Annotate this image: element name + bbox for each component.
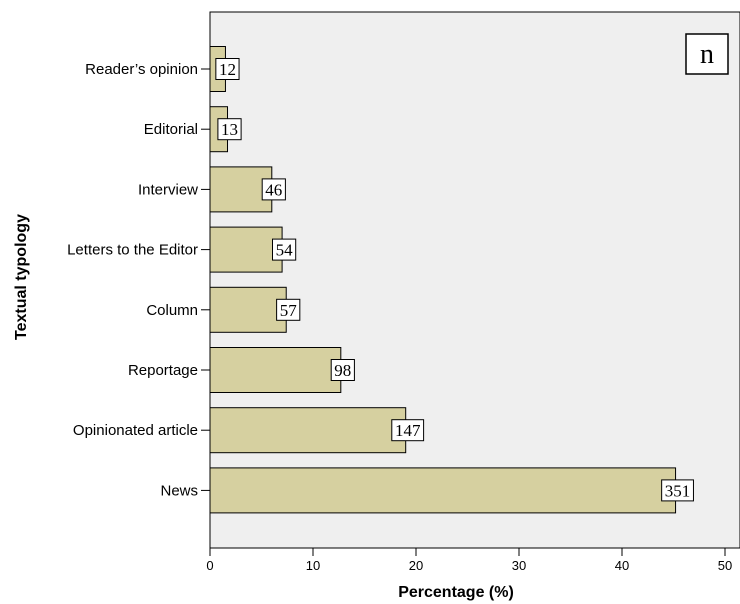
data-label: 57 <box>280 301 298 320</box>
data-label: 13 <box>221 120 238 139</box>
data-label: 46 <box>265 180 282 199</box>
data-label: 98 <box>334 361 351 380</box>
x-tick-label: 0 <box>206 558 213 573</box>
data-label-box <box>215 58 240 80</box>
data-label-box <box>276 298 301 321</box>
category-label: Editorial <box>144 121 198 138</box>
x-tick-label: 10 <box>306 558 320 573</box>
bar <box>209 347 342 393</box>
data-label-box <box>661 479 694 502</box>
x-tick-label: 20 <box>409 558 423 573</box>
category-label: Reader’s opinion <box>85 61 198 78</box>
bar <box>209 467 677 514</box>
x-tick-label: 40 <box>615 558 629 573</box>
bar <box>209 286 287 333</box>
y-axis-title: Textual typology <box>13 214 30 340</box>
data-label: 54 <box>276 241 294 260</box>
x-axis-title: Percentage (%) <box>398 584 514 601</box>
category-label: Letters to the Editor <box>67 242 198 259</box>
plot-area <box>209 11 740 549</box>
category-label: News <box>160 482 198 499</box>
bars-group: 12 13 46 54 57 98 147 351 <box>209 46 694 514</box>
data-label: 351 <box>665 481 691 500</box>
category-label: Reportage <box>128 362 198 379</box>
data-label-box <box>272 238 297 261</box>
category-label: Opinionated article <box>73 422 198 439</box>
category-label: Column <box>146 302 198 319</box>
category-label: Interview <box>138 181 198 198</box>
data-label-box <box>330 359 355 381</box>
data-label-box <box>217 118 242 141</box>
bar <box>209 226 283 273</box>
panel-label: n <box>700 39 714 70</box>
category-axis: Reader’s opinion Editorial Interview Letter… <box>67 61 210 499</box>
x-tick-label: 30 <box>512 558 526 573</box>
value-axis: 0 10 20 30 40 50 <box>206 548 732 573</box>
bar <box>209 407 407 454</box>
panel-label-box: n <box>685 33 729 75</box>
data-label: 147 <box>395 421 421 440</box>
data-label: 12 <box>219 60 236 79</box>
data-label-box <box>391 419 425 442</box>
x-tick-label: 50 <box>718 558 732 573</box>
data-label-box <box>261 178 286 201</box>
